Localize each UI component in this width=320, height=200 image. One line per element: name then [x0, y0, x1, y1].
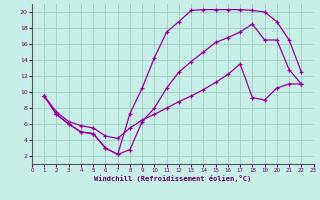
X-axis label: Windchill (Refroidissement éolien,°C): Windchill (Refroidissement éolien,°C) — [94, 175, 252, 182]
